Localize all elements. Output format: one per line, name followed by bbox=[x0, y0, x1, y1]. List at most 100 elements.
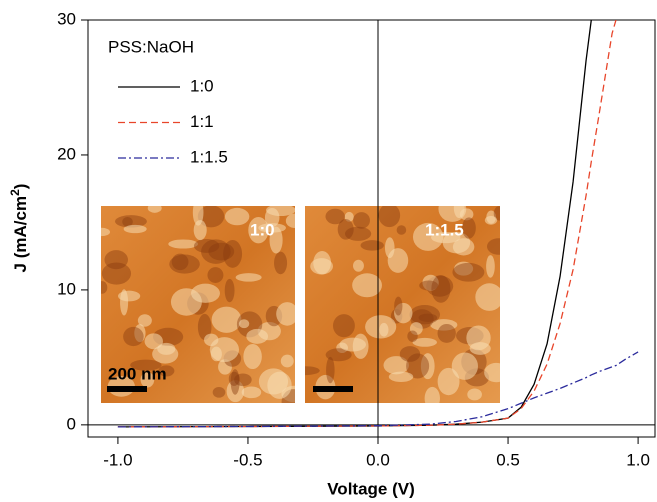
x-axis-label: Voltage (V) bbox=[327, 479, 415, 498]
afm-grain bbox=[418, 313, 438, 323]
afm-grain bbox=[197, 206, 225, 228]
afm-grain bbox=[388, 371, 414, 382]
afm-grain bbox=[484, 362, 500, 383]
afm-grain bbox=[246, 328, 269, 344]
afm-grain bbox=[223, 239, 243, 268]
afm-grain bbox=[171, 253, 189, 271]
afm-grain bbox=[384, 237, 395, 259]
afm-grain bbox=[157, 342, 176, 355]
plot-frame bbox=[87, 19, 656, 438]
afm-grain bbox=[337, 218, 354, 240]
afm-grain bbox=[137, 314, 152, 327]
afm-grain bbox=[224, 207, 250, 226]
afm-grain bbox=[451, 352, 478, 380]
afm-grain bbox=[452, 262, 485, 282]
afm-grain bbox=[248, 216, 269, 244]
afm-grain bbox=[412, 337, 437, 347]
afm-grain bbox=[420, 353, 435, 380]
inset-label: 1:0 bbox=[250, 220, 275, 239]
afm-grain bbox=[454, 261, 474, 276]
afm-grain bbox=[158, 365, 175, 377]
afm-grain bbox=[104, 250, 128, 270]
afm-grain bbox=[412, 222, 444, 251]
afm-grain bbox=[353, 259, 364, 272]
afm-grain bbox=[193, 220, 207, 241]
plot-area bbox=[88, 20, 655, 437]
afm-grain bbox=[224, 278, 235, 303]
afm-grain bbox=[484, 215, 498, 225]
scale-bar bbox=[107, 386, 147, 392]
y-axis-label: J (mA/cm2) bbox=[8, 184, 30, 273]
afm-grain bbox=[197, 313, 212, 341]
afm-grain bbox=[140, 372, 155, 388]
afm-grain bbox=[339, 337, 366, 352]
afm-grain bbox=[437, 367, 460, 396]
afm-grain bbox=[394, 296, 403, 316]
afm-grain bbox=[266, 206, 295, 217]
afm-grain bbox=[276, 302, 295, 326]
afm-grain bbox=[230, 369, 240, 395]
afm-grain bbox=[228, 371, 240, 386]
x-tick-label: -0.5 bbox=[233, 450, 262, 469]
afm-grain bbox=[332, 314, 355, 338]
afm-grain bbox=[238, 319, 250, 329]
afm-grain bbox=[211, 306, 242, 333]
afm-grain bbox=[399, 346, 421, 362]
legend-title: PSS:NaOH bbox=[108, 37, 194, 56]
afm-grain bbox=[419, 280, 439, 291]
legend-label: 1:0 bbox=[190, 76, 214, 95]
y-axis-label-sup: 2 bbox=[8, 189, 22, 196]
afm-grain bbox=[101, 281, 108, 294]
afm-grain bbox=[285, 213, 295, 228]
afm-grain bbox=[134, 324, 146, 343]
afm-grain bbox=[123, 326, 144, 347]
legend-label: 1:1 bbox=[190, 112, 214, 131]
afm-grain bbox=[207, 267, 224, 283]
y-tick-label: 20 bbox=[57, 144, 76, 163]
afm-grain bbox=[234, 373, 252, 387]
afm-grain bbox=[486, 238, 500, 255]
afm-grain bbox=[212, 386, 226, 398]
afm-grain bbox=[344, 226, 372, 241]
afm-grain bbox=[201, 239, 231, 264]
afm-grain bbox=[144, 333, 163, 350]
y-tick-label: 30 bbox=[57, 9, 76, 28]
afm-grain bbox=[168, 239, 199, 249]
afm-grain bbox=[274, 251, 288, 275]
afm-grain bbox=[353, 212, 370, 229]
afm-grain bbox=[325, 348, 352, 362]
afm-grain bbox=[101, 262, 132, 285]
afm-grain bbox=[325, 208, 345, 225]
afm-grain bbox=[114, 215, 147, 228]
afm-grain bbox=[226, 380, 245, 403]
afm-grain bbox=[431, 231, 461, 244]
afm-grain bbox=[123, 224, 147, 234]
afm-grain bbox=[269, 226, 283, 254]
afm-grain bbox=[243, 343, 262, 370]
afm-grain bbox=[406, 353, 430, 379]
inset-label: 1:1.5 bbox=[425, 220, 464, 239]
x-tick-label: 0.0 bbox=[366, 450, 390, 469]
afm-grain bbox=[280, 354, 294, 368]
afm-grain bbox=[360, 240, 384, 251]
y-tick-label: 0 bbox=[67, 414, 76, 433]
afm-texture bbox=[101, 206, 295, 403]
legend-label: 1:1.5 bbox=[190, 147, 228, 166]
afm-grain bbox=[193, 239, 220, 253]
afm-grain bbox=[218, 359, 232, 375]
insets: 1:0 1:1.5 200 nm bbox=[101, 206, 500, 403]
afm-grain bbox=[407, 330, 418, 342]
afm-grain bbox=[379, 322, 389, 337]
afm-grain bbox=[210, 346, 222, 362]
x-tick-label: 0.5 bbox=[496, 450, 520, 469]
afm-grain bbox=[475, 283, 500, 311]
afm-grain bbox=[437, 323, 456, 343]
afm-grain bbox=[394, 302, 413, 324]
afm-grain bbox=[344, 211, 354, 222]
afm-grain bbox=[208, 242, 235, 261]
x-tick-label: 1.0 bbox=[626, 450, 650, 469]
afm-grain bbox=[235, 273, 262, 282]
afm-grain bbox=[431, 275, 451, 303]
afm-grain bbox=[122, 216, 133, 227]
